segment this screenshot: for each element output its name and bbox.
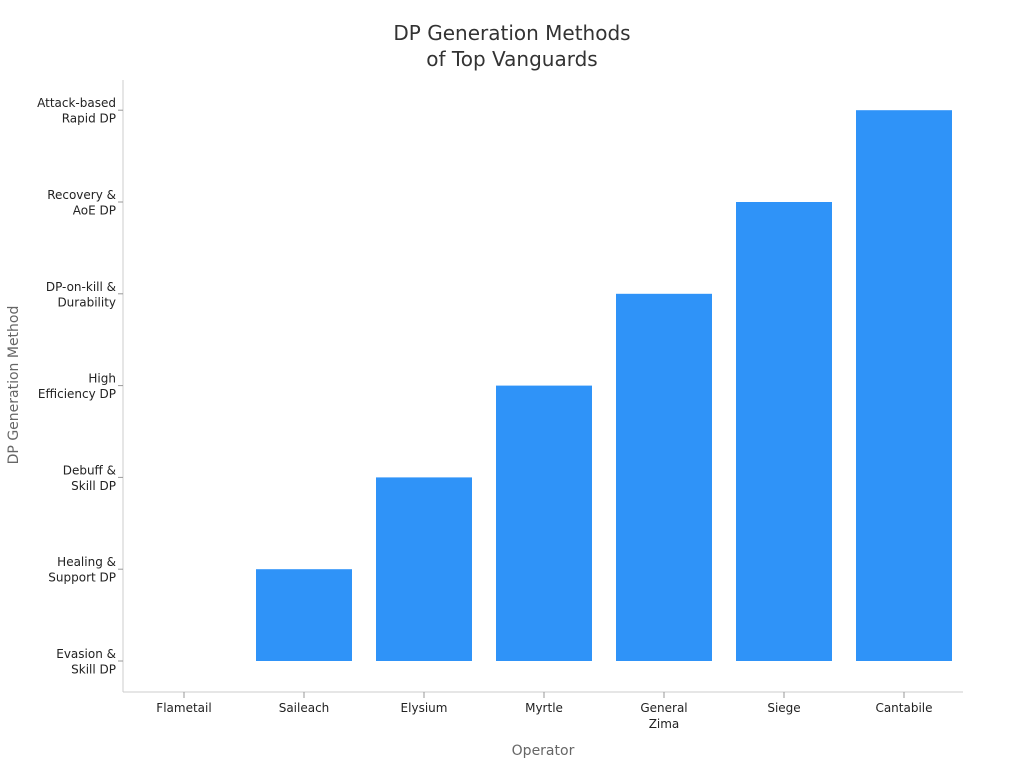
chart-title-line: DP Generation Methods: [393, 21, 630, 45]
y-tick-label: Debuff & Skill DP: [63, 463, 116, 493]
bar: [496, 385, 592, 661]
y-axis-label: DP Generation Method: [6, 306, 22, 465]
bars: [256, 110, 952, 661]
y-tick-label: Attack-based Rapid DP: [37, 96, 116, 126]
y-tick-label: DP-on-kill & Durability: [46, 280, 116, 310]
x-axis-label: Operator: [512, 743, 575, 759]
y-tick-label: Evasion & Skill DP: [56, 647, 116, 677]
x-tick-label: Myrtle: [525, 701, 563, 715]
chart-title-line: of Top Vanguards: [426, 47, 597, 71]
x-tick-label: General Zima: [640, 701, 687, 731]
x-tick-label: Flametail: [156, 701, 211, 715]
x-tick-label: Saileach: [279, 701, 330, 715]
x-tick-label: Cantabile: [875, 701, 932, 715]
bar: [856, 110, 952, 661]
x-tick-label: Siege: [767, 701, 800, 715]
y-tick-label: Recovery & AoE DP: [47, 188, 116, 218]
bar: [376, 477, 472, 661]
bar: [616, 293, 712, 661]
bar: [736, 202, 832, 661]
x-tick-label: Elysium: [401, 701, 448, 715]
y-tick-label: High Efficiency DP: [38, 372, 116, 402]
bar: [256, 569, 352, 661]
y-tick-labels: Evasion & Skill DP Healing & Support DP Debu…: [37, 96, 123, 677]
x-tick-labels: Flametail Saileach Elysium Myrtle General Zim…: [156, 692, 933, 731]
y-tick-label: Healing & Support DP: [48, 555, 116, 585]
